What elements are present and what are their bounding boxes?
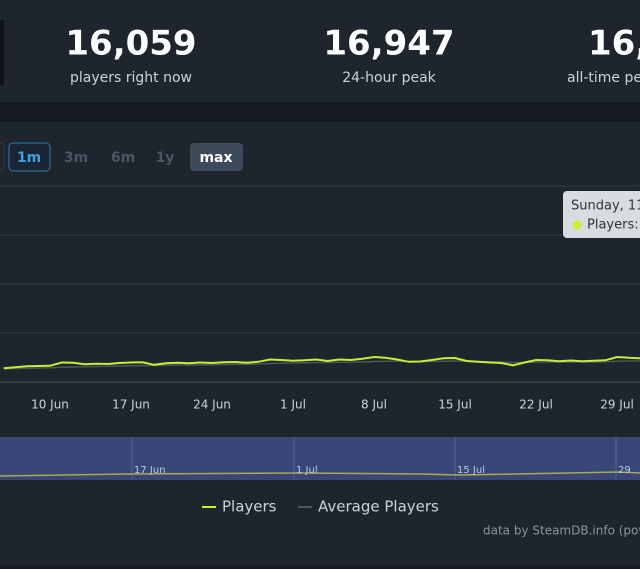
x-tick-label: 24 Jun [193, 398, 231, 412]
x-tick-label: 15 Jul [438, 398, 472, 412]
stat-label: players right now [70, 70, 192, 86]
x-tick-label: 1 Jul [280, 398, 306, 412]
navigator-series [0, 471, 640, 477]
credit: data by SteamDB.info (powe [483, 524, 640, 538]
range-label[interactable]: 1m [17, 150, 41, 166]
x-tick-label: 17 Jun [112, 398, 150, 412]
range-label[interactable]: max [199, 150, 232, 166]
range-button[interactable] [0, 142, 5, 172]
range-label[interactable]: 6m [111, 150, 135, 166]
legend-label: Players [222, 498, 277, 516]
stat-label: all-time pea [567, 70, 640, 86]
navigator-label: 1 Jul [296, 465, 318, 476]
range-button[interactable] [190, 143, 243, 171]
navigator-label: 15 Jul [457, 465, 485, 476]
tooltip-dot [572, 220, 582, 230]
stat-value: 16,9 [588, 24, 640, 64]
tooltip [563, 191, 640, 238]
legend: Players Average Players [202, 498, 439, 516]
chart-panel [0, 122, 640, 565]
range-button[interactable] [8, 142, 51, 172]
stat-value: 16,059 [65, 24, 196, 64]
x-tick-label: 29 Jul [600, 398, 634, 412]
series-line [3, 355, 640, 370]
navigator-label: 17 Jun [134, 465, 166, 476]
plot: 10 Jun 17 Jun 24 Jun 1 Jul 8 Jul 15 Jul 22 Jul… [3, 355, 640, 412]
navigator-label: 29 [618, 465, 631, 476]
x-tick-label: 22 Jul [519, 398, 553, 412]
tooltip-title: Sunday, 11 [571, 199, 640, 214]
x-tick-label: 8 Jul [361, 398, 387, 412]
stat-box [0, 20, 4, 86]
range-label[interactable]: 3m [64, 150, 88, 166]
series-line [3, 360, 640, 370]
grid [0, 185, 640, 383]
legend-label: Average Players [318, 498, 439, 516]
tooltip-series: Players: [587, 218, 639, 233]
stat-value: 16,947 [323, 24, 454, 64]
x-tick-label: 10 Jun [31, 398, 69, 412]
range-label[interactable]: 1y [156, 150, 175, 166]
stats-bar [0, 0, 640, 102]
stat-label: 24-hour peak [342, 70, 436, 86]
